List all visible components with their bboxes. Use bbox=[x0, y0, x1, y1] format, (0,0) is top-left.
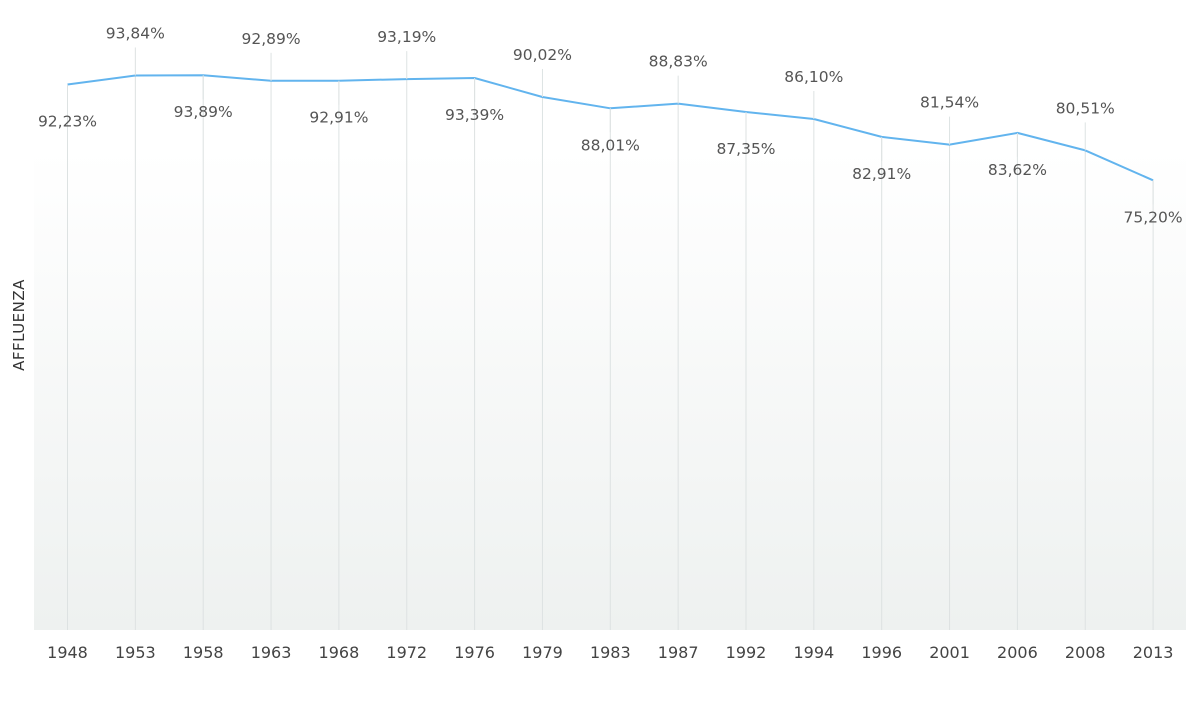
x-tick-1958: 1958 bbox=[183, 643, 224, 662]
data-label-1953: 93,84% bbox=[106, 24, 165, 42]
data-label-2008: 80,51% bbox=[1056, 99, 1115, 117]
data-label-1987: 88,83% bbox=[649, 53, 708, 71]
x-tick-1994: 1994 bbox=[793, 643, 834, 662]
data-label-1972: 93,19% bbox=[377, 28, 436, 46]
data-label-1992: 87,35% bbox=[716, 140, 775, 158]
x-tick-2008: 2008 bbox=[1065, 643, 1106, 662]
data-label-1979: 90,02% bbox=[513, 46, 572, 64]
x-tick-1996: 1996 bbox=[861, 643, 902, 662]
x-tick-1979: 1979 bbox=[522, 643, 563, 662]
x-tick-1963: 1963 bbox=[251, 643, 292, 662]
x-tick-1968: 1968 bbox=[319, 643, 360, 662]
x-axis-ticks-group: 1948 1953 1958 1963 1968 1972 1976 1979 1983 1987… bbox=[47, 643, 1173, 662]
x-tick-1976: 1976 bbox=[454, 643, 495, 662]
x-tick-1972: 1972 bbox=[386, 643, 427, 662]
x-tick-1953: 1953 bbox=[115, 643, 156, 662]
y-axis-title: AFFLUENZA bbox=[10, 279, 28, 371]
data-label-1976: 93,39% bbox=[445, 106, 504, 124]
x-tick-2006: 2006 bbox=[997, 643, 1038, 662]
data-label-1996: 82,91% bbox=[852, 165, 911, 183]
data-label-1948: 92,23% bbox=[38, 113, 97, 131]
data-label-1958: 93,89% bbox=[174, 103, 233, 121]
data-label-1968: 92,91% bbox=[309, 109, 368, 127]
data-label-1994: 86,10% bbox=[784, 68, 843, 86]
x-tick-2001: 2001 bbox=[929, 643, 970, 662]
data-label-1963: 92,89% bbox=[241, 30, 300, 48]
x-tick-1983: 1983 bbox=[590, 643, 631, 662]
data-label-2001: 81,54% bbox=[920, 94, 979, 112]
x-tick-2013: 2013 bbox=[1133, 643, 1174, 662]
x-tick-1987: 1987 bbox=[658, 643, 699, 662]
data-labels-group: 92,23% 93,84% 93,89% 92,89% 92,91% 93,19% 93,3… bbox=[38, 24, 1183, 226]
x-tick-1948: 1948 bbox=[47, 643, 88, 662]
vertical-gridlines bbox=[67, 75, 1154, 630]
data-label-2006: 83,62% bbox=[988, 161, 1047, 179]
data-label-1983: 88,01% bbox=[581, 136, 640, 154]
x-tick-1992: 1992 bbox=[726, 643, 767, 662]
data-label-2013: 75,20% bbox=[1124, 208, 1183, 226]
